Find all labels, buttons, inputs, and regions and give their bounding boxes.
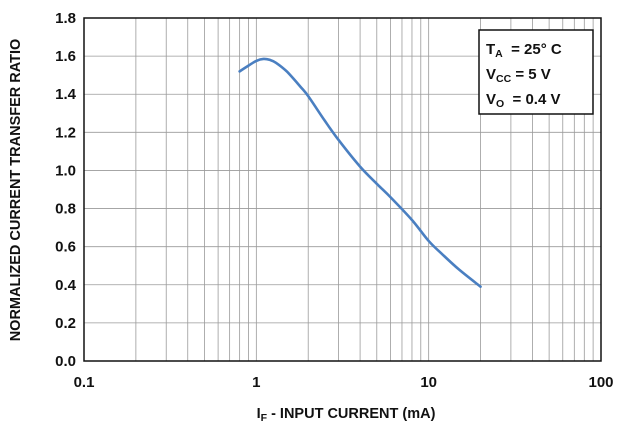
x-tick-label: 100 bbox=[588, 374, 613, 391]
legend-vo-main: V bbox=[486, 91, 496, 108]
legend-vcc-main: V bbox=[486, 66, 496, 83]
legend-line-ta: TA = 25° C bbox=[486, 41, 562, 60]
y-tick-label: 0.4 bbox=[55, 277, 77, 294]
y-tick-label: 0.2 bbox=[55, 315, 76, 332]
legend-frame bbox=[478, 29, 594, 115]
legend-ta-rest: = 25° C bbox=[503, 41, 562, 58]
legend-vo-sub: O bbox=[496, 98, 504, 110]
x-tick-label: 0.1 bbox=[74, 374, 95, 391]
series-layer bbox=[238, 57, 482, 288]
y-tick-label: 0.6 bbox=[55, 239, 76, 256]
legend-vcc-rest: = 5 V bbox=[511, 66, 551, 83]
x-tick-labels: 0.1 1 10 100 bbox=[74, 374, 614, 391]
x-axis-title: IF - INPUT CURRENT (mA) bbox=[257, 406, 436, 424]
y-axis-title: NORMALIZED CURRENT TRANSFER RATIO bbox=[8, 39, 24, 342]
y-tick-label: 1.0 bbox=[55, 162, 76, 179]
y-tick-label: 1.2 bbox=[55, 124, 76, 141]
legend-line-vo: VO = 0.4 V bbox=[486, 91, 560, 110]
x-axis-title-main: I bbox=[257, 406, 261, 422]
y-tick-label: 1.8 bbox=[55, 10, 76, 27]
y-tick-labels: 0.0 0.2 0.4 0.6 0.8 1.0 1.2 1.4 1.6 1.8 bbox=[55, 10, 77, 370]
y-tick-label: 0.0 bbox=[55, 353, 76, 370]
legend-ta-sub: A bbox=[495, 48, 503, 60]
ctr-curve bbox=[238, 57, 482, 288]
y-tick-label: 1.4 bbox=[55, 86, 77, 103]
x-axis-title-rest: - INPUT CURRENT (mA) bbox=[267, 406, 436, 422]
plot-frame bbox=[83, 17, 602, 362]
y-tick-label: 1.6 bbox=[55, 48, 76, 65]
y-tick-label: 0.8 bbox=[55, 201, 76, 218]
legend-box: TA = 25° C VCC = 5 V VO = 0.4 V bbox=[478, 29, 594, 115]
x-tick-label: 1 bbox=[252, 374, 260, 391]
legend-vo-rest: = 0.4 V bbox=[504, 91, 560, 108]
x-axis-title-subscript: F bbox=[261, 412, 268, 424]
x-tick-label: 10 bbox=[420, 374, 437, 391]
legend-ta-main: T bbox=[486, 41, 495, 58]
legend-vcc-sub: CC bbox=[496, 73, 512, 85]
legend-line-vcc: VCC = 5 V bbox=[486, 66, 551, 85]
